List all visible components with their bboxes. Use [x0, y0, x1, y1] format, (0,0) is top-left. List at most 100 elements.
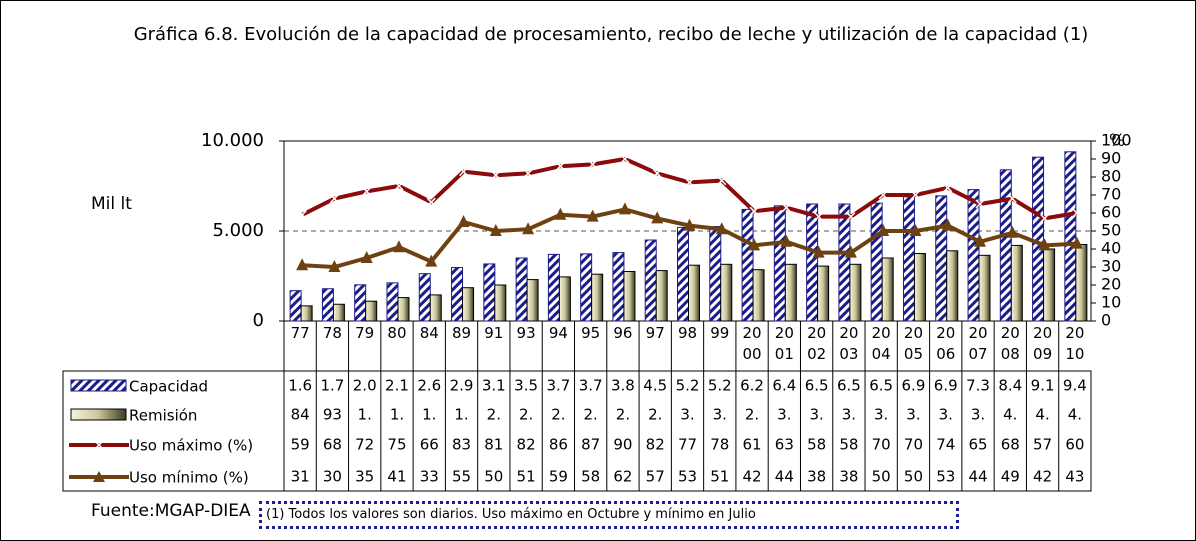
x-tick-label: 94: [548, 324, 568, 342]
table-cell: 6.5: [805, 377, 829, 395]
bar: [773, 205, 786, 322]
table-cell: 50: [484, 468, 503, 486]
table-cell: 3.: [874, 406, 888, 424]
table-cell: 68: [323, 436, 342, 454]
bar: [526, 279, 539, 322]
bar: [849, 263, 862, 322]
source: Fuente:MGAP-DIEA: [91, 501, 251, 521]
table-cell: 2.6: [417, 377, 441, 395]
table-cell: 9.1: [1031, 377, 1055, 395]
table-cell: 2.9: [450, 377, 474, 395]
table-cell: 3.: [680, 406, 694, 424]
marker: [878, 190, 888, 200]
bar: [418, 273, 431, 322]
table-frame: [62, 370, 1092, 492]
table-cell: 7.3: [966, 377, 990, 395]
bar: [720, 263, 733, 322]
marker: [586, 209, 599, 222]
marker: [523, 168, 533, 178]
y2-tick-label: 80: [1101, 167, 1121, 186]
y2-tick-label: 90: [1101, 149, 1121, 168]
table-cell: 33: [420, 468, 439, 486]
table-cell: 1.6: [288, 377, 312, 395]
marker: [459, 167, 469, 177]
x-tick-label: 89: [451, 324, 472, 342]
marker: [489, 224, 502, 236]
bar: [946, 250, 959, 322]
x-tick-label: 93: [516, 324, 536, 342]
bar: [935, 195, 948, 322]
table-cell: 51: [710, 468, 729, 486]
marker: [1072, 208, 1082, 218]
table-cell: 1.: [454, 406, 468, 424]
marker: [715, 222, 728, 235]
table-cell: 58: [581, 468, 600, 486]
marker: [522, 222, 535, 235]
marker: [683, 218, 696, 231]
bar: [1032, 156, 1045, 322]
table-cell: 35: [355, 468, 374, 486]
table-cell: 62: [613, 468, 632, 486]
table-cell: 1.: [390, 406, 404, 424]
bar: [688, 264, 700, 322]
bar: [386, 282, 399, 322]
table-cell: 2.1: [385, 377, 409, 395]
table-cell: 31: [291, 468, 310, 486]
table-cell: 57: [646, 468, 665, 486]
table-cell: 58: [839, 436, 858, 454]
x-tick-label: 2010: [1065, 324, 1085, 363]
table-cell: 72: [355, 436, 374, 454]
bar: [429, 294, 442, 322]
x-tick-label: 2006: [936, 324, 956, 363]
marker: [877, 224, 890, 236]
marker: [329, 194, 339, 204]
marker: [394, 181, 404, 191]
table-cell: 82: [646, 436, 665, 454]
bar: [817, 265, 830, 322]
bar: [300, 305, 313, 322]
table-cell: 70: [904, 436, 923, 454]
table-cell: 4.5: [643, 377, 667, 395]
bar: [580, 253, 593, 322]
table-cell: 68: [1001, 436, 1020, 454]
x-tick-label: 84: [419, 324, 439, 342]
table-cell: 78: [710, 436, 729, 454]
marker: [844, 245, 857, 258]
bar: [1043, 248, 1056, 322]
table-cell: 86: [549, 436, 568, 454]
bar: [806, 203, 819, 322]
table-cell: 5.2: [676, 377, 700, 395]
marker: [717, 176, 727, 186]
y2-tick-label: 50: [1101, 221, 1121, 240]
table-cell: 4.: [1035, 406, 1049, 424]
table-cell: 6.2: [740, 377, 764, 395]
legend-marker: [94, 440, 104, 450]
marker: [846, 212, 856, 222]
table-cell: 53: [678, 468, 697, 486]
bar: [644, 239, 657, 322]
marker: [296, 258, 309, 271]
table-cell: 2.: [551, 406, 565, 424]
table-cell: 3.5: [514, 377, 538, 395]
table-cell: 60: [1065, 436, 1084, 454]
x-tick-label: 77: [290, 324, 310, 342]
x-tick-label: 80: [387, 324, 407, 342]
y-tick-label: 0: [253, 310, 264, 331]
x-tick-label: 2002: [807, 324, 827, 363]
y2-tick-label: 60: [1101, 203, 1121, 222]
table-cell: 4.: [1068, 406, 1082, 424]
table-cell: 6.5: [869, 377, 893, 395]
x-tick-label: 95: [581, 324, 601, 342]
table-cell: 6.4: [772, 377, 796, 395]
table-cell: 74: [936, 436, 955, 454]
bar: [591, 273, 604, 322]
marker: [297, 210, 307, 220]
bar: [881, 257, 894, 322]
bar: [547, 253, 560, 322]
table-cell: 77: [678, 436, 697, 454]
table-cell: 6.5: [837, 377, 861, 395]
marker: [457, 215, 470, 227]
table-cell: 58: [807, 436, 826, 454]
